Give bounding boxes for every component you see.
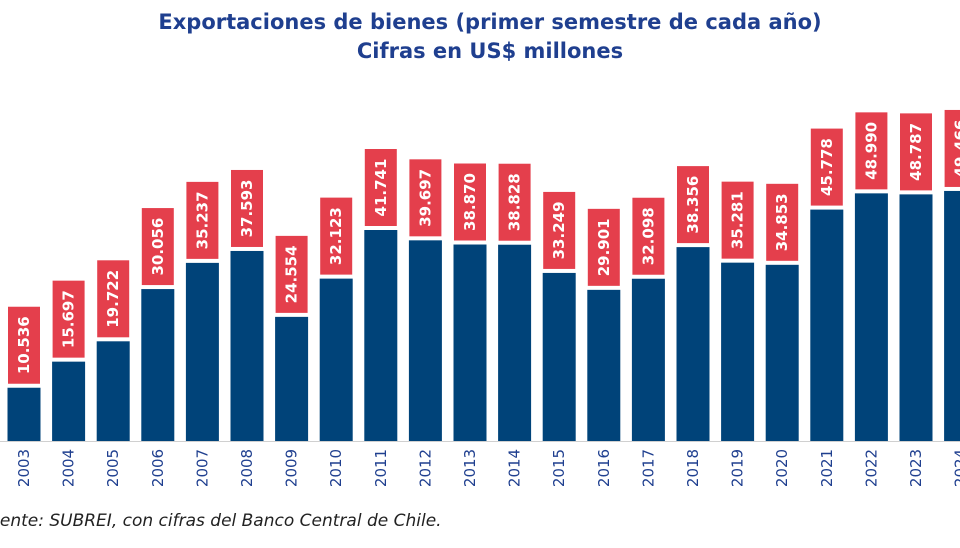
data-label-2010: 32.123 xyxy=(327,207,345,265)
data-label-2020: 34.853 xyxy=(773,193,791,251)
x-tick-label-2014: 2014 xyxy=(506,449,524,487)
data-label-box-2018 xyxy=(677,166,709,244)
x-tick-label-2007: 2007 xyxy=(193,449,211,487)
bar-2016 xyxy=(587,289,621,441)
x-tick-label-2018: 2018 xyxy=(684,449,702,487)
data-label-box-2012 xyxy=(409,159,442,237)
data-label-box-2021 xyxy=(810,128,843,206)
data-label-2011: 41.741 xyxy=(372,159,390,217)
data-label-2019: 35.281 xyxy=(729,191,747,249)
data-label-2018: 38.356 xyxy=(684,176,702,234)
data-label-2022: 48.990 xyxy=(862,122,880,180)
chart-subtitle: Cifras en US$ millones xyxy=(356,39,624,63)
data-label-2004: 15.697 xyxy=(60,290,78,348)
x-tick-label-2012: 2012 xyxy=(416,449,434,487)
bar-2010 xyxy=(319,278,353,441)
x-tick-label-2020: 2020 xyxy=(773,449,791,487)
chart-title-block: Exportaciones de bienes (primer semestre… xyxy=(0,8,960,66)
x-tick-label-2024: 2024 xyxy=(952,449,960,487)
bar-2007 xyxy=(185,262,219,441)
bar-2009 xyxy=(275,316,309,441)
data-label-box-2005 xyxy=(97,260,130,338)
data-label-box-2003 xyxy=(8,306,40,384)
bar-2008 xyxy=(230,250,264,441)
data-label-2016: 29.901 xyxy=(595,218,613,276)
data-label-box-2019 xyxy=(721,181,754,259)
x-tick-label-2022: 2022 xyxy=(862,449,880,487)
data-label-2012: 39.697 xyxy=(416,169,434,227)
data-label-2015: 33.249 xyxy=(550,201,568,259)
bar-2018 xyxy=(676,247,710,441)
data-label-2023: 48.787 xyxy=(907,123,925,181)
bar-2006 xyxy=(141,289,175,441)
bar-2014 xyxy=(498,244,532,441)
data-label-2008: 37.593 xyxy=(238,180,256,238)
x-tick-label-2005: 2005 xyxy=(104,449,122,487)
bar-2003 xyxy=(7,387,41,441)
bar-2012 xyxy=(408,240,442,441)
x-tick-label-2019: 2019 xyxy=(729,449,747,487)
x-tick-label-2003: 2003 xyxy=(15,449,33,487)
data-label-2009: 24.554 xyxy=(283,245,301,303)
data-label-box-2022 xyxy=(855,112,888,190)
data-label-box-2007 xyxy=(186,181,219,259)
data-label-box-2016 xyxy=(587,208,620,286)
x-tick-label-2010: 2010 xyxy=(327,449,345,487)
x-tick-label-2023: 2023 xyxy=(907,449,925,487)
bar-2024 xyxy=(944,190,960,441)
bar-2004 xyxy=(52,361,86,441)
bar-2005 xyxy=(96,341,130,441)
data-label-box-2008 xyxy=(231,169,263,247)
bar-2020 xyxy=(765,264,799,441)
source-note: Fuente: SUBREI, con cifras del Banco Cen… xyxy=(0,511,442,531)
chart-title: Exportaciones de bienes (primer semestre… xyxy=(158,10,822,34)
bar-2015 xyxy=(542,272,576,441)
x-tick-label-2006: 2006 xyxy=(149,449,167,487)
data-label-box-2015 xyxy=(543,191,576,269)
bar-2017 xyxy=(631,278,665,441)
data-label-2013: 38.870 xyxy=(461,173,479,231)
data-label-2003: 10.536 xyxy=(15,316,33,374)
x-tick-label-2011: 2011 xyxy=(372,449,390,487)
data-label-2007: 35.237 xyxy=(193,191,211,249)
x-tick-label-2009: 2009 xyxy=(283,449,301,487)
bar-2013 xyxy=(453,244,487,441)
data-label-box-2017 xyxy=(632,197,665,275)
data-label-box-2011 xyxy=(364,148,397,226)
bar-2021 xyxy=(810,209,844,441)
bar-2022 xyxy=(854,193,888,441)
data-label-2021: 45.778 xyxy=(818,138,836,196)
x-tick-label-2021: 2021 xyxy=(818,449,836,487)
data-label-box-2014 xyxy=(498,163,531,241)
data-label-2017: 32.098 xyxy=(639,207,657,265)
bar-2023 xyxy=(899,194,933,441)
bar-2019 xyxy=(721,262,755,441)
data-label-2006: 30.056 xyxy=(149,218,167,276)
data-label-box-2013 xyxy=(454,163,486,241)
data-label-box-2009 xyxy=(275,235,308,313)
data-label-2024: 49.466 xyxy=(952,120,960,178)
x-tick-label-2015: 2015 xyxy=(550,449,568,487)
x-tick-label-2016: 2016 xyxy=(595,449,613,487)
data-label-box-2023 xyxy=(900,113,932,191)
data-label-2005: 19.722 xyxy=(104,270,122,328)
x-tick-label-2008: 2008 xyxy=(238,449,256,487)
data-label-box-2020 xyxy=(766,183,799,261)
data-label-2014: 38.828 xyxy=(506,173,524,231)
x-tick-label-2017: 2017 xyxy=(639,449,657,487)
bar-2011 xyxy=(364,229,398,441)
x-tick-label-2004: 2004 xyxy=(60,449,78,487)
data-label-box-2010 xyxy=(320,197,353,275)
data-label-box-2024 xyxy=(944,109,960,187)
data-label-box-2004 xyxy=(52,280,85,358)
data-label-box-2006 xyxy=(141,208,174,286)
x-tick-label-2013: 2013 xyxy=(461,449,479,487)
